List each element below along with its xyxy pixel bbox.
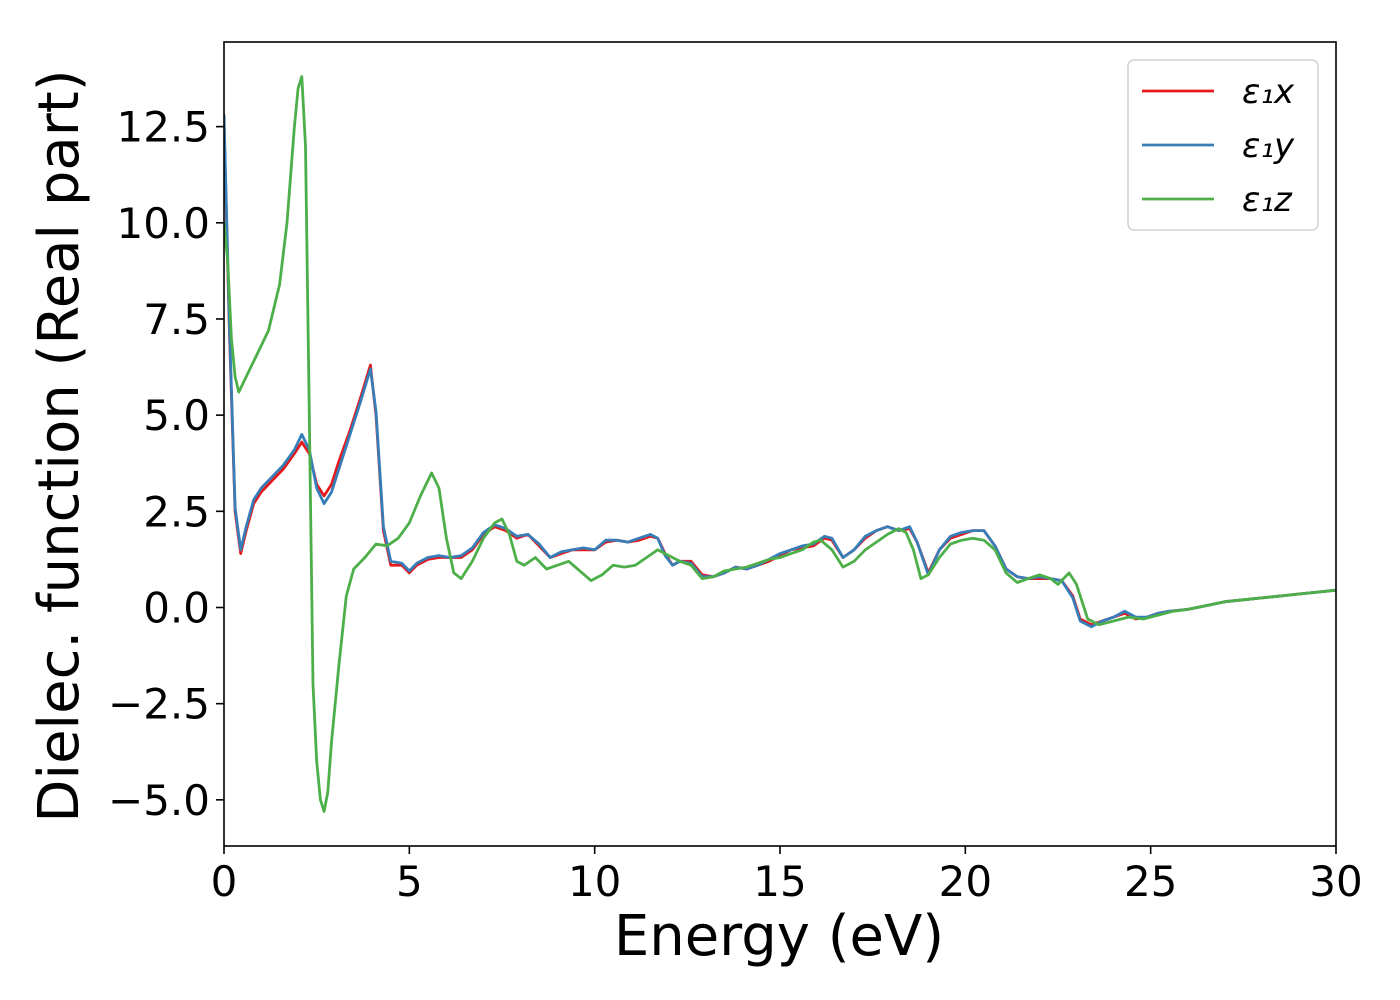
series-line-2 <box>224 75 1336 813</box>
plot-area <box>224 75 1336 813</box>
x-tick-label: 25 <box>1124 857 1177 906</box>
legend-label-1: ε₁y <box>1242 126 1295 166</box>
legend-label-0: ε₁x <box>1242 72 1295 112</box>
x-tick-label: 10 <box>568 857 621 906</box>
legend: ε₁x ε₁y ε₁z <box>1127 59 1319 231</box>
axis-frame <box>223 41 1337 847</box>
x-tick-label: 30 <box>1309 857 1362 906</box>
legend-box <box>1127 59 1319 231</box>
y-axis-label: Dielec. function (Real part) <box>27 69 92 822</box>
y-tick-label: 12.5 <box>116 103 210 152</box>
x-tick-label: 20 <box>939 857 992 906</box>
y-tick-label: 10.0 <box>116 199 210 248</box>
x-axis-label: Energy (eV) <box>614 904 944 969</box>
axis-frame-rect <box>223 41 1337 847</box>
y-tick-label: 7.5 <box>143 295 210 344</box>
x-tick-label: 5 <box>396 857 423 906</box>
y-tick-label: 0.0 <box>143 583 210 632</box>
y-tick-label: −5.0 <box>108 776 210 825</box>
x-axis-ticks: 0 5 10 15 20 25 30 <box>211 846 1363 906</box>
y-axis-ticks: −5.0 −2.5 0.0 2.5 5.0 7.5 10.0 12.5 <box>108 103 224 825</box>
y-tick-label: 2.5 <box>143 487 210 536</box>
y-tick-label: −2.5 <box>108 680 210 729</box>
y-tick-label: 5.0 <box>143 391 210 440</box>
legend-label-2: ε₁z <box>1242 180 1293 220</box>
x-tick-label: 0 <box>211 857 238 906</box>
x-tick-label: 15 <box>753 857 806 906</box>
